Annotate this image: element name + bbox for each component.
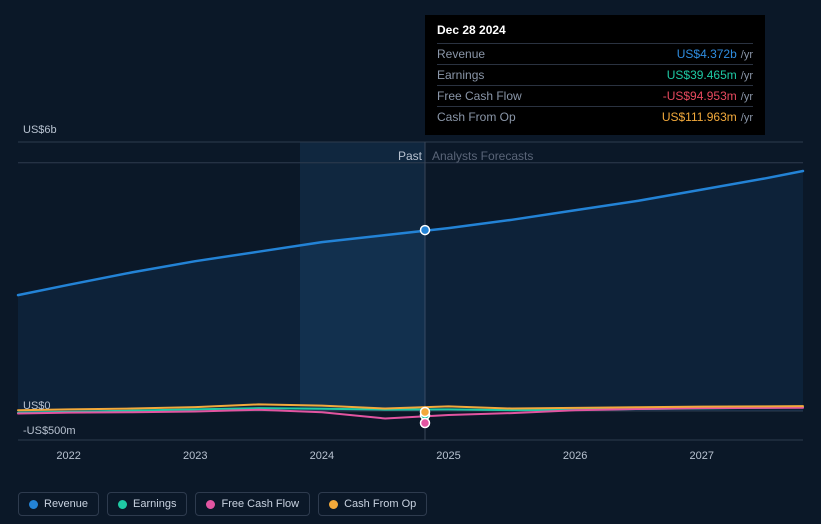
legend-label: Revenue: [44, 498, 88, 510]
tooltip-label: Cash From Op: [437, 110, 516, 124]
chart-tooltip: Dec 28 2024 Revenue US$4.372b/yr Earnings U…: [425, 15, 765, 135]
tooltip-row: Free Cash Flow -US$94.953m/yr: [437, 85, 753, 106]
period-label-past: Past: [398, 149, 422, 163]
tooltip-row: Revenue US$4.372b/yr: [437, 43, 753, 64]
tooltip-label: Revenue: [437, 47, 485, 61]
tooltip-value: US$111.963m: [662, 110, 737, 124]
tooltip-unit: /yr: [741, 91, 753, 103]
tooltip-unit: /yr: [741, 49, 753, 61]
legend-item-revenue[interactable]: Revenue: [18, 492, 99, 516]
legend-swatch: [29, 500, 38, 509]
x-axis-label: 2025: [436, 450, 460, 462]
tooltip-row: Cash From Op US$111.963m/yr: [437, 106, 753, 127]
tooltip-row: Earnings US$39.465m/yr: [437, 64, 753, 85]
chart-legend: Revenue Earnings Free Cash Flow Cash From O…: [18, 492, 427, 516]
y-axis-label: -US$500m: [23, 425, 76, 437]
tooltip-label: Earnings: [437, 68, 484, 82]
y-axis-label: US$6b: [23, 124, 57, 136]
marker-cfo: [421, 408, 430, 417]
x-axis-label: 2027: [689, 450, 713, 462]
x-axis-label: 2024: [310, 450, 334, 462]
legend-label: Free Cash Flow: [221, 498, 299, 510]
period-label-forecast: Analysts Forecasts: [432, 149, 533, 163]
legend-swatch: [118, 500, 127, 509]
tooltip-value: US$4.372b: [677, 47, 737, 61]
legend-item-earnings[interactable]: Earnings: [107, 492, 187, 516]
tooltip-value: US$39.465m: [667, 68, 737, 82]
marker-revenue: [421, 226, 430, 235]
x-axis-label: 2022: [56, 450, 80, 462]
tooltip-unit: /yr: [741, 112, 753, 124]
legend-item-fcf[interactable]: Free Cash Flow: [195, 492, 310, 516]
legend-label: Earnings: [133, 498, 176, 510]
legend-swatch: [329, 500, 338, 509]
legend-item-cfo[interactable]: Cash From Op: [318, 492, 427, 516]
marker-fcf: [421, 419, 430, 428]
x-axis-label: 2023: [183, 450, 207, 462]
y-axis-label: US$0: [23, 400, 51, 412]
legend-swatch: [206, 500, 215, 509]
x-axis-label: 2026: [563, 450, 587, 462]
tooltip-date: Dec 28 2024: [437, 23, 753, 43]
tooltip-unit: /yr: [741, 70, 753, 82]
tooltip-label: Free Cash Flow: [437, 89, 522, 103]
forecast-chart: US$6b US$0 -US$500m 2022 2023 2024 2025 2026 20…: [0, 0, 821, 524]
tooltip-value: -US$94.953m: [663, 89, 737, 103]
legend-label: Cash From Op: [344, 498, 416, 510]
